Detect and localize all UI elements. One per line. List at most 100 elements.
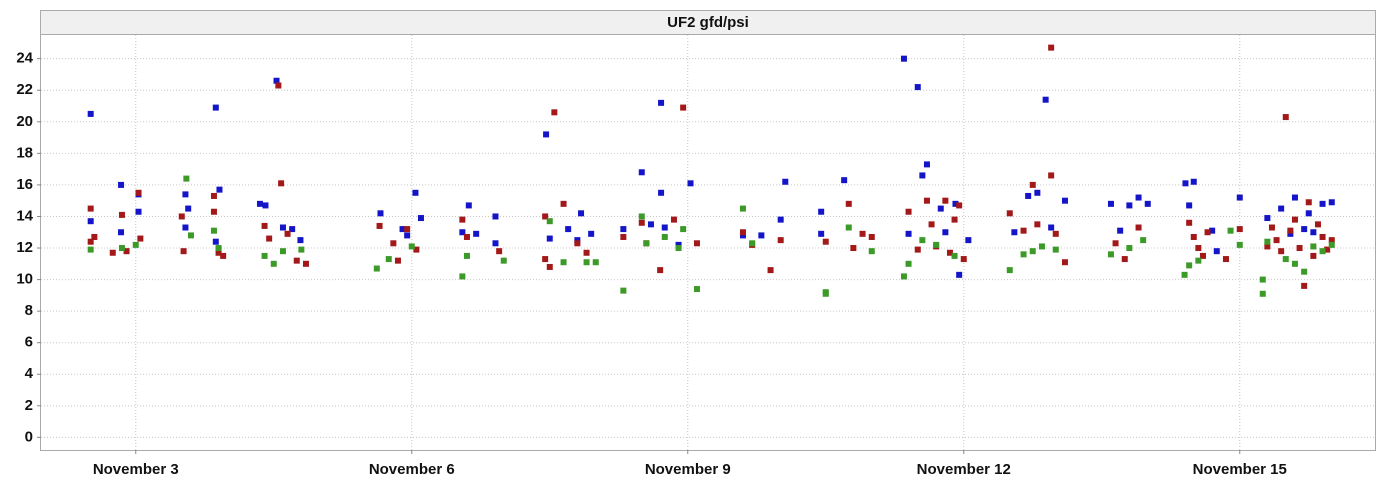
point [87,205,94,212]
point [1186,202,1193,209]
point [417,215,424,222]
point [289,226,296,233]
point [459,273,466,280]
point [1029,181,1036,188]
point [408,243,415,250]
point [777,237,784,244]
point [868,248,875,255]
y-tick-label: 16 [16,176,33,193]
y-tick-label: 6 [25,334,33,351]
point [284,230,291,237]
point [1190,178,1197,185]
point [905,230,912,237]
point [1038,243,1045,250]
point [118,181,125,188]
point [647,221,654,228]
point [1278,205,1285,212]
point [256,200,263,207]
y-tick-label: 2 [25,397,33,414]
point [185,205,192,212]
point [465,202,472,209]
point [1319,200,1326,207]
point [1278,248,1285,255]
point [1034,189,1041,196]
point [463,252,470,259]
point [1107,251,1114,258]
point [687,180,694,187]
x-tick-label: November 3 [93,461,179,478]
point [1020,227,1027,234]
point [1291,216,1298,223]
point [463,233,470,240]
point [1328,241,1335,248]
y-tick-label: 20 [16,113,33,130]
point [592,259,599,266]
point [302,260,309,267]
point [1011,229,1018,236]
point [404,232,411,239]
point [1301,268,1308,275]
point [1287,230,1294,237]
point [1186,262,1193,269]
y-tick-label: 8 [25,302,33,319]
point [1282,256,1289,263]
point [1227,227,1234,234]
point [933,241,940,248]
point [542,256,549,263]
point [937,205,944,212]
point [376,222,383,229]
point [1222,256,1229,263]
point [1259,290,1266,297]
point [1259,276,1266,283]
point [1305,199,1312,206]
point [87,238,94,245]
point [923,197,930,204]
y-tick-label: 12 [16,239,33,256]
point [620,233,627,240]
point [1061,259,1068,266]
point [1264,215,1271,222]
x-tick-label: November 15 [1193,461,1287,478]
y-tick-label: 10 [16,271,33,288]
point [758,232,765,239]
point [900,55,907,62]
point [279,224,286,231]
point [87,218,94,225]
point [210,192,217,199]
point [739,232,746,239]
point [1190,233,1197,240]
point [1006,210,1013,217]
point [859,230,866,237]
point [298,246,305,253]
point [1186,219,1193,226]
point [1107,200,1114,207]
x-tick-label: November 9 [645,461,731,478]
point [693,240,700,247]
point [1052,246,1059,253]
point [1140,237,1147,244]
point [1301,226,1308,233]
point [118,229,125,236]
point [661,224,668,231]
point [565,226,572,233]
point [620,226,627,233]
point [739,205,746,212]
point [670,216,677,223]
y-tick-label: 14 [16,207,33,224]
point [749,240,756,247]
point [942,229,949,236]
point [87,110,94,117]
point [404,226,411,233]
point [182,191,189,198]
point [680,104,687,111]
point [658,99,665,106]
point [1006,267,1013,274]
point [1236,194,1243,201]
point [739,229,746,236]
point [850,245,857,252]
point [1236,241,1243,248]
point [868,233,875,240]
point [1199,252,1206,259]
point [900,273,907,280]
